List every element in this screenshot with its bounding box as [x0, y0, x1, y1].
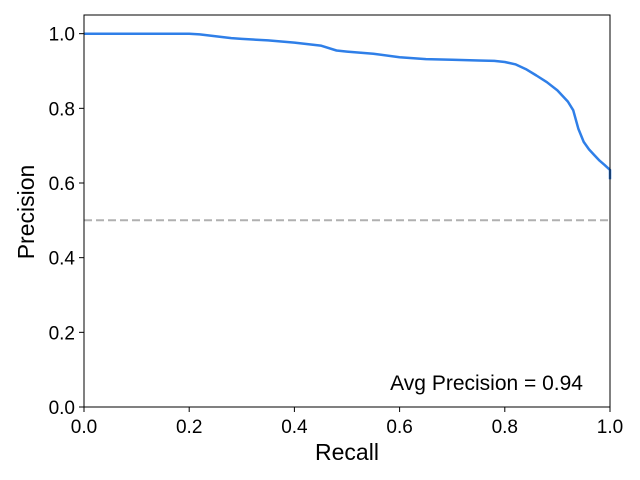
plot-frame: [83, 14, 611, 408]
avg-precision-annotation: Avg Precision = 0.94: [390, 372, 583, 395]
plot-area: [84, 32, 612, 222]
x-tick-label: 0.6: [386, 417, 412, 438]
precision-recall-curve: [84, 32, 612, 180]
y-tick-label: 0.2: [49, 323, 75, 344]
x-tick-label: 0.4: [281, 417, 308, 438]
y-axis-label: Precision: [13, 165, 39, 260]
x-tick-label: 0.2: [176, 417, 202, 438]
x-axis: 0.0 0.2 0.4 0.6 0.8 1.0: [71, 407, 623, 438]
y-tick-label: 0.8: [49, 99, 75, 120]
x-axis-label: Recall: [315, 439, 379, 465]
y-tick-label: 1.0: [49, 25, 75, 46]
x-tick-label: 0.0: [71, 417, 97, 438]
y-tick-label: 0.4: [49, 249, 76, 270]
y-tick-label: 0.6: [49, 174, 75, 195]
y-axis: 0.0 0.2 0.4 0.6 0.8 1.0: [49, 25, 84, 419]
x-tick-label: 0.8: [492, 417, 518, 438]
y-tick-label: 0.0: [49, 398, 75, 419]
x-tick-label: 1.0: [597, 417, 623, 438]
